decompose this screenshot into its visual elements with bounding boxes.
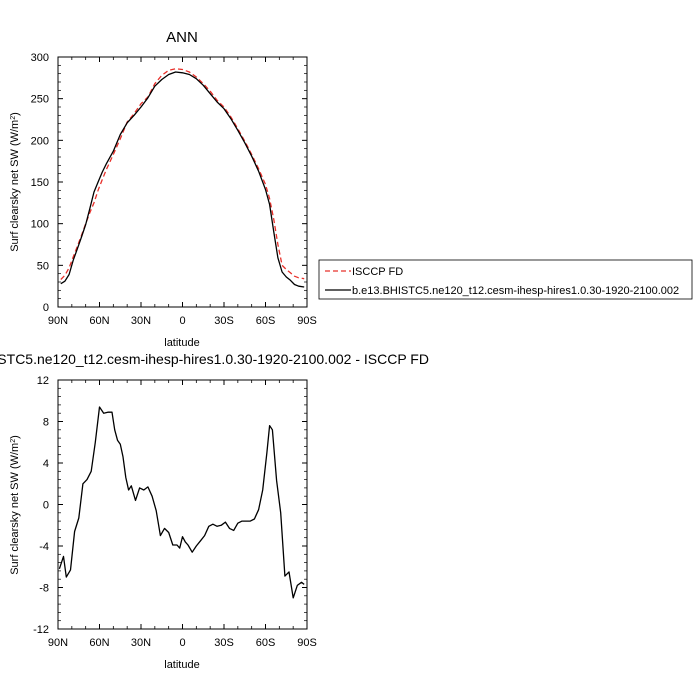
x-tick-label: 90S [297, 315, 317, 327]
x-tick-label: 90S [297, 637, 317, 649]
chart-top-y-label: Surf clearsky net SW (W/m2) [9, 112, 21, 252]
legend-label-model: b.e13.BHISTC5.ne120_t12.cesm-ihesp-hires… [352, 285, 679, 297]
chart-bottom: b.e13.BHISTC5.ne120_t12.cesm-ihesp-hires… [0, 351, 429, 671]
x-tick-label: 90N [48, 315, 68, 327]
x-tick-label: 0 [179, 315, 185, 327]
x-tick-label: 90N [48, 637, 68, 649]
x-tick-label: 30N [131, 637, 151, 649]
x-tick-label: 60N [89, 637, 109, 649]
y-tick-label: 0 [43, 500, 49, 512]
chart-top-ticks: 90N 60N 30N 0 30S 60S 90S 0 50 100 150 200 250 300 [31, 52, 317, 327]
chart-bottom-ticks: 90N 60N 30N 0 30S 60S 90S -12 -8 -4 0 4 8 12 [33, 375, 317, 649]
chart-top-frame [57, 56, 308, 308]
chart-bottom-series [58, 406, 305, 599]
chart-top-x-label: latitude [164, 337, 199, 349]
y-tick-label: -12 [33, 624, 49, 636]
x-tick-label: 60N [89, 315, 109, 327]
x-tick-label: 0 [179, 637, 185, 649]
y-tick-label: 250 [31, 94, 49, 106]
chart-bottom-frame [57, 379, 308, 630]
x-tick-label: 60S [256, 315, 276, 327]
chart-bottom-y-label: Surf clearsky net SW (W/m2) [9, 435, 21, 575]
y-tick-label: 150 [31, 177, 49, 189]
y-tick-label: 50 [37, 260, 49, 272]
chart-top-title: ANN [166, 29, 198, 46]
x-tick-label: 30S [214, 315, 234, 327]
y-tick-label: 4 [43, 458, 49, 470]
chart-bottom-title: b.e13.BHISTC5.ne120_t12.cesm-ihesp-hires… [0, 351, 429, 367]
y-tick-label: -8 [39, 583, 49, 595]
y-tick-label: -4 [39, 541, 49, 553]
y-tick-label: 300 [31, 52, 49, 64]
series-line-0 [58, 406, 305, 599]
chart-bottom-x-label: latitude [164, 659, 199, 671]
chart-top: ANN 90N 60N 30N 0 30S 60S 90S 0 50 100 150 200 250 30… [9, 29, 693, 349]
legend-label-isccp: ISCCP FD [352, 266, 403, 278]
y-tick-label: 200 [31, 135, 49, 147]
series-line-1 [60, 71, 305, 288]
y-tick-label: 12 [37, 375, 49, 387]
y-tick-label: 8 [43, 417, 49, 429]
legend-box [318, 259, 693, 300]
series-line-0 [60, 68, 305, 280]
x-tick-label: 30S [214, 637, 234, 649]
chart-top-series [60, 68, 305, 288]
y-tick-label: 0 [43, 302, 49, 314]
x-tick-label: 30N [131, 315, 151, 327]
x-tick-label: 60S [256, 637, 276, 649]
y-tick-label: 100 [31, 219, 49, 231]
chart-top-legend: ISCCP FD b.e13.BHISTC5.ne120_t12.cesm-ih… [318, 259, 693, 300]
